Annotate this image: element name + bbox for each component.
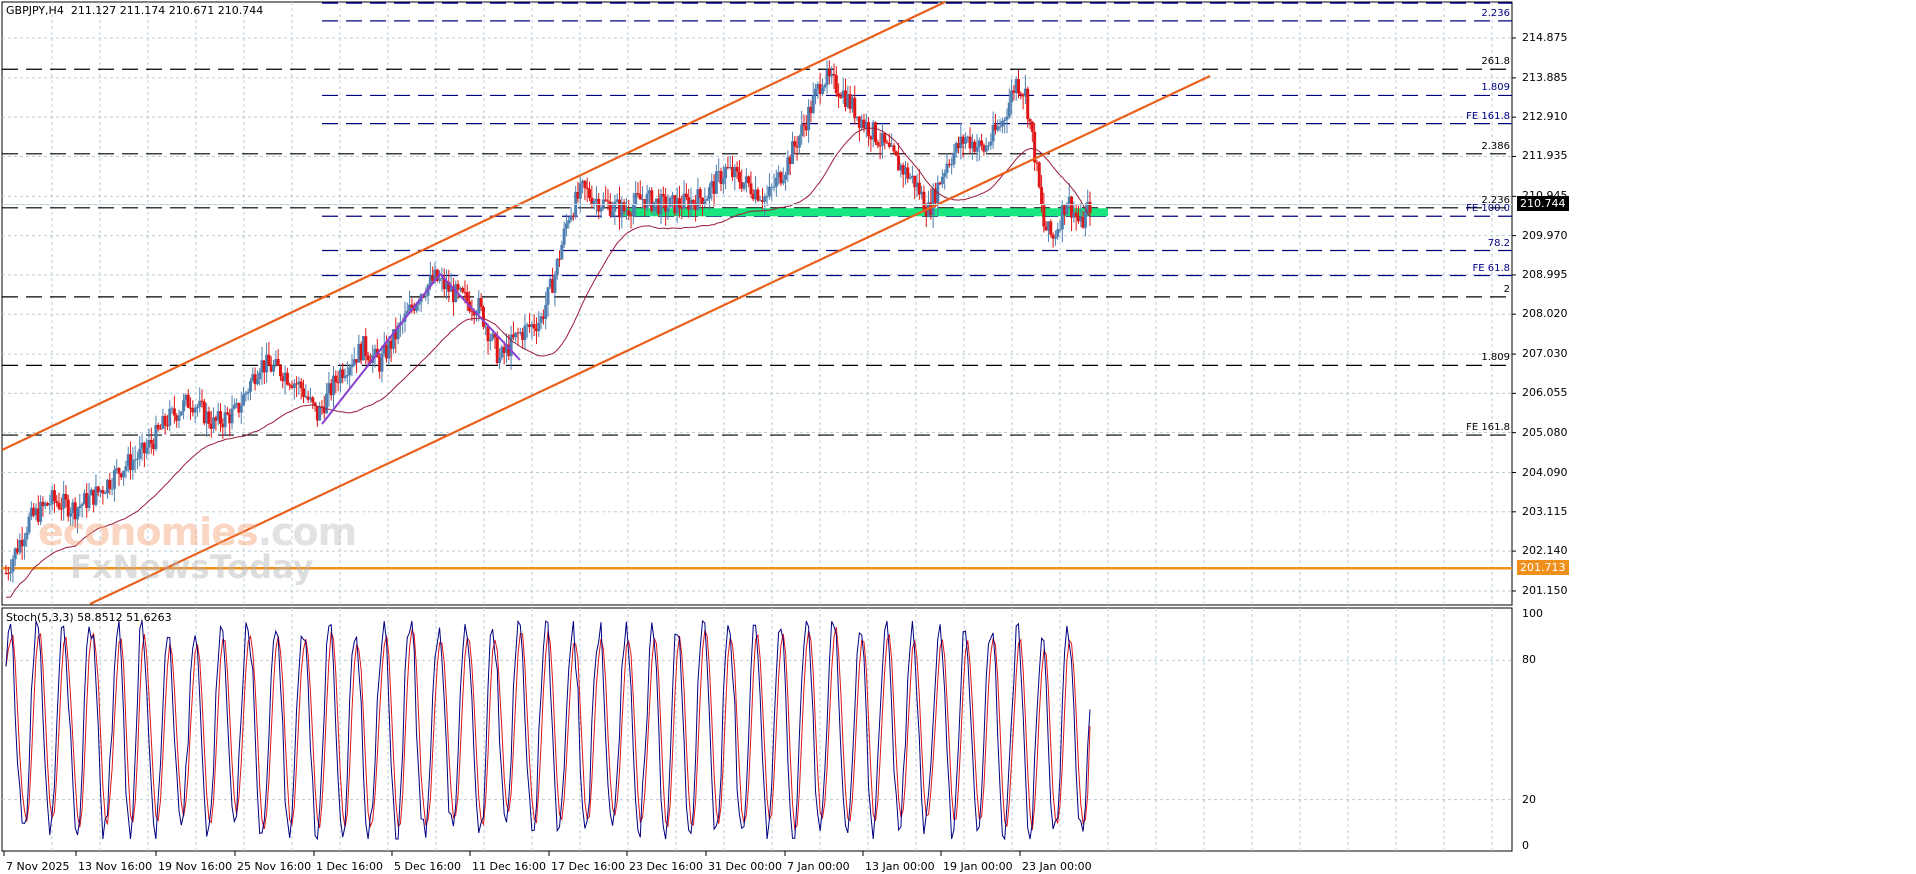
price-tick-label: 204.090 xyxy=(1522,465,1568,479)
price-tick-label: 208.020 xyxy=(1522,307,1568,321)
fib-level-label: 78.2 xyxy=(1487,237,1510,249)
price-tick-label: 207.030 xyxy=(1522,347,1568,361)
moving-average-line xyxy=(5,127,1091,598)
price-tick-label: 203.115 xyxy=(1522,504,1568,518)
fib-level-label: 1.809 xyxy=(1481,352,1510,364)
main-pane[interactable] xyxy=(1,1,1513,606)
stoch-level-20: 20 xyxy=(1522,792,1536,806)
symbol-ohlc-label: GBPJPY,H4 211.127 211.174 210.671 210.74… xyxy=(6,4,264,17)
time-tick-label: 11 Dec 16:00 xyxy=(472,860,546,873)
price-tick-label: 201.150 xyxy=(1522,583,1568,597)
channel-upper-line[interactable] xyxy=(1,1,946,451)
stoch-level-100: 100 xyxy=(1522,607,1543,620)
time-tick-label: 17 Dec 16:00 xyxy=(551,860,625,873)
price-tick-label: 214.875 xyxy=(1522,31,1568,44)
time-tick-label: 1 Dec 16:00 xyxy=(316,860,383,873)
time-tick-label: 19 Nov 16:00 xyxy=(158,860,233,873)
price-tick-label: 202.140 xyxy=(1522,544,1568,558)
time-tick-label: 23 Jan 00:00 xyxy=(1022,860,1092,873)
price-tick-label: 211.935 xyxy=(1522,149,1568,163)
fib-level-label: FE 161.8 xyxy=(1466,110,1510,122)
watermark-text-a: economies xyxy=(38,510,259,554)
fib-level-label: 2.386 xyxy=(1481,140,1510,152)
time-tick-label: 25 Nov 16:00 xyxy=(237,860,312,873)
stochastic-label: Stoch(5,3,3) 58.8512 51.6263 xyxy=(6,611,172,624)
orange-line-price-tag: 201.713 xyxy=(1517,560,1569,576)
watermark-fxnewstoday: FxNewsToday xyxy=(70,548,314,586)
stoch-level-80: 80 xyxy=(1522,653,1536,667)
support-zone[interactable] xyxy=(620,208,1108,217)
time-tick-label: 13 Jan 00:00 xyxy=(865,860,935,873)
price-tick-label: 206.055 xyxy=(1522,386,1568,400)
price-tick-label: 213.885 xyxy=(1522,70,1568,84)
time-tick-label: 13 Nov 16:00 xyxy=(78,860,153,873)
time-tick-label: 31 Dec 00:00 xyxy=(708,860,782,873)
time-tick-label: 7 Nov 2025 xyxy=(6,860,70,873)
current-price-tag: 210.744 xyxy=(1517,196,1569,212)
price-tick-label: 208.995 xyxy=(1522,267,1568,281)
fib-level-label: 2.236 xyxy=(1481,194,1510,206)
stoch-main-line xyxy=(5,619,1091,841)
time-tick-label: 7 Jan 00:00 xyxy=(787,860,850,873)
zigzag-pattern[interactable] xyxy=(321,272,521,425)
fib-level-label: 261.8 xyxy=(1481,56,1510,68)
fib-level-label: FE 100.0 xyxy=(1466,203,1510,215)
stoch-level-0: 0 xyxy=(1522,839,1529,852)
price-tick-label: 205.080 xyxy=(1522,425,1568,439)
fib-level-label: 2 xyxy=(1503,283,1510,295)
time-tick-label: 19 Jan 00:00 xyxy=(943,860,1013,873)
fib-level-label: 2.236 xyxy=(1481,7,1510,19)
watermark-economies: economies.com xyxy=(38,510,358,554)
fib-level-label: FE 161.8 xyxy=(1466,422,1510,434)
price-tick-label: 212.910 xyxy=(1522,110,1568,124)
channel-lower-line[interactable] xyxy=(89,75,1211,605)
fib-level-label: 1.809 xyxy=(1481,82,1510,94)
watermark-text-b: .com xyxy=(257,510,358,554)
price-tick-label: 209.970 xyxy=(1522,228,1568,242)
fib-level-label: FE 61.8 xyxy=(1472,262,1510,274)
time-tick-label: 5 Dec 16:00 xyxy=(394,860,461,873)
grid xyxy=(2,2,1512,851)
time-tick-label: 23 Dec 16:00 xyxy=(629,860,703,873)
fibonacci-lines[interactable] xyxy=(2,2,1512,436)
